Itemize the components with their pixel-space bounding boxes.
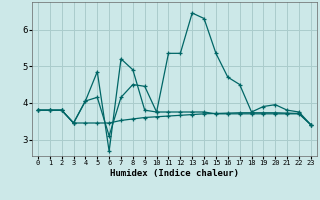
X-axis label: Humidex (Indice chaleur): Humidex (Indice chaleur) <box>110 169 239 178</box>
